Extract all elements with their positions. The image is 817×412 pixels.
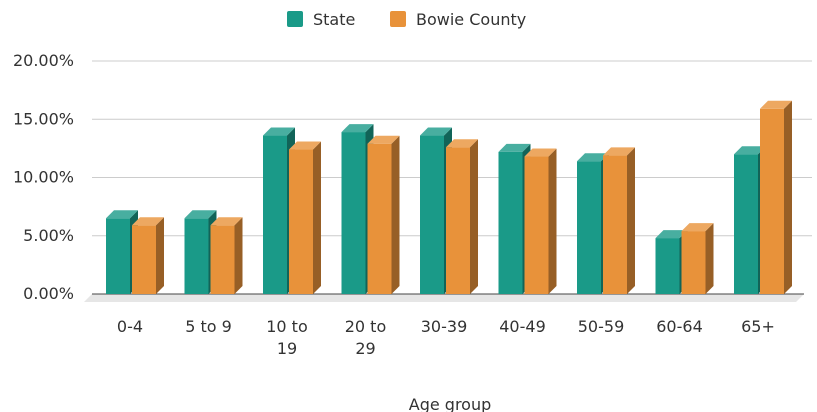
bar	[210, 217, 243, 294]
bar-top	[367, 135, 400, 144]
bar-front	[184, 218, 209, 294]
bar-side	[313, 141, 321, 294]
bar-side	[627, 147, 635, 294]
y-tick-label: 15.00%	[13, 109, 74, 128]
bar-top	[577, 153, 609, 162]
x-tick-label: 10 to 19	[266, 317, 308, 358]
bar-top	[263, 127, 295, 136]
bar-top	[210, 217, 243, 226]
bar-front	[106, 218, 130, 294]
bar-top	[420, 127, 452, 136]
bar-side	[156, 217, 164, 294]
x-tick-label: 20 to 29	[345, 317, 387, 358]
bar	[132, 217, 164, 294]
bar-top	[524, 148, 557, 157]
x-axis-label: Age group	[409, 395, 492, 412]
bar-front	[603, 155, 627, 294]
bar	[603, 147, 635, 294]
bar-top	[760, 100, 792, 109]
bar-front	[341, 132, 366, 294]
bar-front	[524, 156, 549, 294]
x-tick-label: 0-4	[117, 317, 143, 336]
bar-side	[548, 148, 557, 294]
bar-top	[681, 223, 714, 232]
y-tick-label: 20.00%	[13, 51, 74, 70]
bar-front	[289, 149, 313, 294]
bar	[446, 139, 478, 294]
bar-top	[289, 141, 321, 150]
bar-top	[184, 210, 217, 219]
bar	[760, 100, 792, 294]
x-tick-label: 60-64	[656, 317, 703, 336]
bar-front	[655, 238, 680, 294]
bar	[681, 223, 714, 294]
x-axis-tick-labels: 0-4 5 to 9 10 to 19 20 to 29 30-39 40-49 50-59 60…	[117, 317, 775, 358]
x-tick-label: 40-49	[499, 317, 546, 336]
bar-top	[603, 147, 635, 156]
bar	[367, 135, 400, 294]
y-tick-label: 0.00%	[23, 284, 74, 303]
y-axis-tick-labels: 0.00% 5.00% 10.00% 15.00% 20.00%	[13, 51, 74, 303]
bar-front	[132, 225, 156, 294]
y-tick-label: 5.00%	[23, 226, 74, 245]
bar-front	[263, 135, 287, 294]
bar-front	[760, 108, 784, 294]
bar-top	[734, 146, 766, 155]
x-tick-label: 65+	[741, 317, 775, 336]
bar-side	[705, 223, 714, 294]
bar-top	[132, 217, 164, 226]
legend: State Bowie County	[287, 10, 526, 29]
bar-top	[341, 124, 374, 133]
bar-front	[734, 154, 758, 294]
x-tick-label: 50-59	[578, 317, 625, 336]
bar	[289, 141, 321, 294]
bar-front	[577, 161, 601, 294]
bar-top	[446, 139, 478, 148]
bar-front	[367, 143, 392, 294]
chart-floor	[84, 293, 804, 302]
bar-side	[391, 135, 400, 294]
bar-front	[498, 151, 523, 294]
y-tick-label: 10.00%	[13, 168, 74, 187]
legend-swatch-bowie-county	[390, 11, 406, 27]
legend-label-state: State	[313, 10, 355, 29]
bar-front	[420, 135, 444, 294]
legend-swatch-state	[287, 11, 303, 27]
bar-side	[784, 100, 792, 294]
bar-top	[655, 230, 688, 239]
bar-top	[106, 210, 138, 219]
bar-side	[234, 217, 243, 294]
bar-top	[498, 143, 531, 152]
legend-label-bowie-county: Bowie County	[416, 10, 526, 29]
bar-front	[210, 225, 235, 294]
x-tick-label: 30-39	[421, 317, 468, 336]
bars	[106, 100, 792, 294]
bar-front	[446, 147, 470, 294]
bar-side	[470, 139, 478, 294]
bar-front	[681, 231, 706, 294]
bar	[524, 148, 557, 294]
floor	[84, 294, 804, 302]
x-tick-label: 5 to 9	[185, 317, 232, 336]
